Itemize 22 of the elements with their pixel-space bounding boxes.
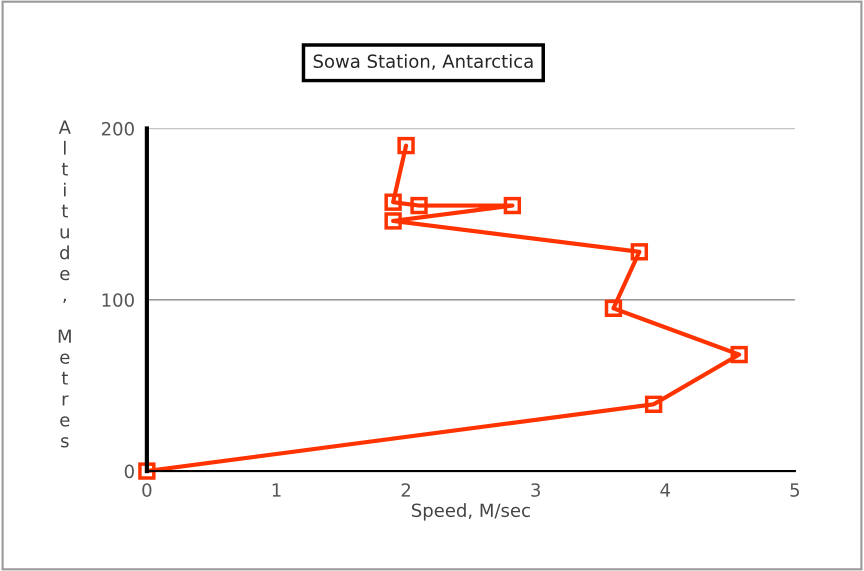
- x-tick-label: 2: [402, 483, 410, 497]
- x-tick-label: 1: [272, 483, 281, 497]
- x-tick-label: 5: [790, 483, 800, 497]
- x-tick-label: 0: [142, 483, 152, 497]
- point: [384, 212, 402, 230]
- x-tick-label: 3: [531, 483, 540, 497]
- point: [644, 396, 662, 413]
- point: [397, 136, 415, 154]
- point: [730, 346, 748, 364]
- point: [384, 193, 402, 211]
- y-tick-label: 0: [124, 464, 134, 478]
- text: Altitude, Metres: [58, 120, 71, 448]
- y-tick-label: 100: [102, 293, 134, 307]
- x-tick-label: 4: [660, 483, 670, 497]
- point: [504, 196, 522, 214]
- point: [410, 196, 428, 214]
- point: [604, 300, 622, 318]
- point: [630, 243, 648, 260]
- x-axis-title: Speed, M/sec: [412, 503, 530, 521]
- y-tick-label: 200: [102, 122, 134, 136]
- chart-title: Sowa Station, Antarctica: [314, 54, 533, 70]
- point: [138, 462, 156, 480]
